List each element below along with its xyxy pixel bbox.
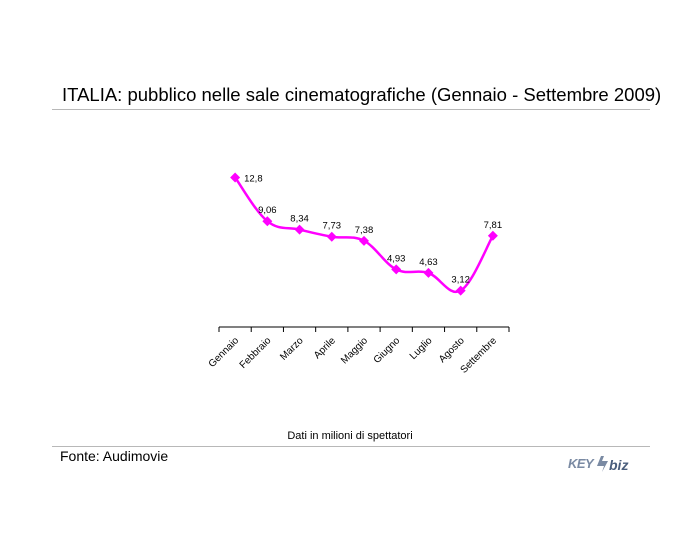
data-point-marker [262, 216, 273, 227]
data-point-marker [487, 230, 498, 241]
x-tick-label: Febbraio [238, 335, 274, 371]
logo-bolt-icon [597, 456, 608, 472]
data-label: 4,93 [387, 253, 406, 264]
data-label: 3,12 [451, 275, 470, 286]
data-label: 7,81 [484, 220, 503, 231]
x-axis [218, 326, 510, 332]
x-tick-label: Gennaio [207, 335, 242, 370]
chart-title: ITALIA: pubblico nelle sale cinematograf… [62, 84, 662, 105]
markers [230, 172, 498, 296]
data-labels: 12,8 9,06 8,34 7,73 7,38 4,93 4,63 3,12 7,81 [244, 174, 502, 286]
data-label: 12,8 [244, 174, 263, 185]
x-tick-label: Maggio [339, 335, 370, 366]
data-point-marker [294, 224, 305, 235]
data-label: 9,06 [258, 205, 277, 216]
data-label: 7,38 [355, 225, 374, 236]
x-tick-label: Agosto [437, 335, 467, 365]
footer-divider [52, 446, 650, 447]
data-point-marker [423, 267, 434, 278]
data-point-marker [391, 264, 402, 275]
data-point-marker [359, 235, 369, 246]
x-tick-label: Giugno [372, 335, 403, 366]
logo-part1: KEY [568, 456, 595, 471]
data-point-marker [455, 285, 466, 296]
chart-subtitle: Dati in milioni di spettatori [287, 430, 413, 442]
data-label: 7,73 [323, 221, 342, 232]
title-divider [52, 109, 650, 110]
key4biz-logo: KEY biz [568, 456, 628, 473]
data-point-marker [326, 231, 337, 242]
source-note: Fonte: Audimovie [60, 448, 169, 464]
x-tick-label: Marzo [278, 335, 306, 363]
data-label: 4,63 [419, 257, 438, 268]
data-point-marker [230, 172, 241, 183]
x-tick-label: Luglio [408, 335, 435, 362]
data-label: 8,34 [290, 214, 309, 225]
logo-part2: biz [609, 457, 628, 473]
x-tick-label: Aprile [312, 335, 338, 361]
